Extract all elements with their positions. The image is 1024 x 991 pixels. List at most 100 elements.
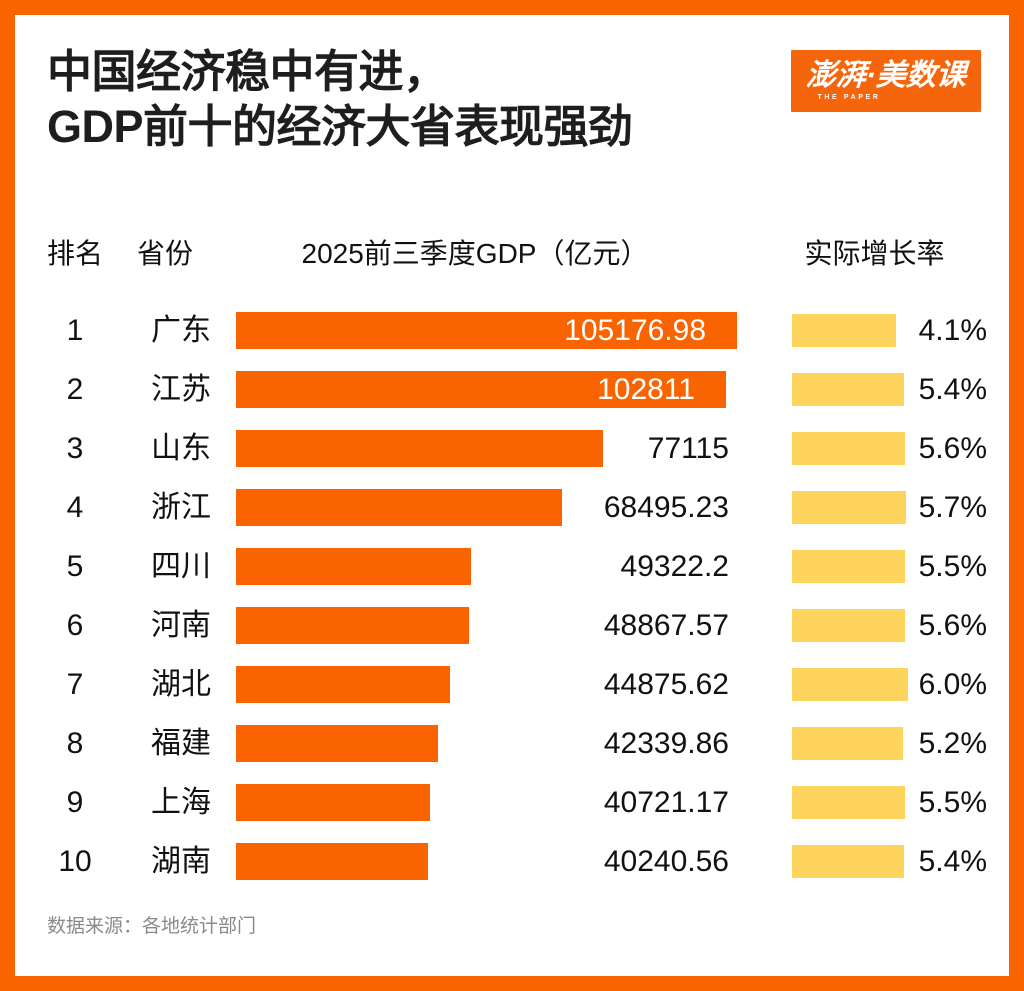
gdp-value-label: 42339.86	[603, 727, 729, 760]
column-header-growth: 实际增长率	[804, 238, 945, 269]
growth-value-label: 5.2%	[918, 727, 987, 760]
table-header-row: 排名 省份 2025前三季度GDP（亿元） 实际增长率	[15, 234, 1009, 282]
growth-value-label: 5.6%	[918, 432, 987, 465]
growth-bar-track: 5.4%	[762, 832, 987, 891]
logo-subtitle: THE PAPER	[817, 94, 881, 101]
growth-bar-track: 6.0%	[762, 655, 987, 714]
gdp-bar	[236, 430, 603, 467]
cell-rank: 9	[66, 786, 84, 819]
gdp-bar-track: 40721.17	[221, 773, 729, 832]
growth-bar-track: 5.5%	[762, 773, 987, 832]
table-row: 8 福建 42339.86 5.2%	[15, 714, 1009, 773]
table-row: 9 上海 40721.17 5.5%	[15, 773, 1009, 832]
gdp-bar-track: 40240.56	[221, 832, 729, 891]
poster-canvas: 中国经济稳中有进， GDP前十的经济大省表现强劲 澎湃·美数课 THE PAPE…	[15, 15, 1009, 976]
growth-bar-track: 5.4%	[762, 360, 987, 419]
gdp-value-label: 49322.2	[620, 550, 729, 583]
cell-rank: 10	[58, 845, 92, 878]
table-row: 5 四川 49322.2 5.5%	[15, 537, 1009, 596]
cell-rank: 3	[66, 432, 84, 465]
growth-bar	[792, 786, 905, 819]
table-row: 7 湖北 44875.62 6.0%	[15, 655, 1009, 714]
column-header-gdp: 2025前三季度GDP（亿元）	[301, 238, 649, 269]
gdp-bar	[236, 607, 469, 644]
growth-bar	[792, 727, 903, 760]
gdp-bar	[236, 784, 430, 821]
logo-wordmark: 澎湃·美数课	[805, 59, 967, 92]
table-row: 4 浙江 68495.23 5.7%	[15, 478, 1009, 537]
cell-province: 广东	[151, 314, 211, 347]
publisher-logo: 澎湃·美数课 THE PAPER	[791, 50, 981, 112]
growth-bar-track: 5.5%	[762, 537, 987, 596]
gdp-bar-track: 42339.86	[221, 714, 729, 773]
growth-bar	[792, 373, 904, 406]
gdp-bar-track: 105176.98	[221, 301, 737, 360]
cell-rank: 7	[66, 668, 84, 701]
gdp-value-label: 68495.23	[603, 491, 729, 524]
cell-province: 福建	[151, 727, 211, 760]
cell-province: 湖南	[151, 845, 211, 878]
gdp-value-label: 40240.56	[603, 845, 729, 878]
gdp-bar	[236, 843, 428, 880]
gdp-bar-track: 49322.2	[221, 537, 729, 596]
cell-province: 上海	[151, 786, 211, 819]
growth-bar-track: 5.2%	[762, 714, 987, 773]
growth-value-label: 5.4%	[918, 845, 987, 878]
table-row: 2 江苏 102811 5.4%	[15, 360, 1009, 419]
gdp-value-label: 48867.57	[603, 609, 729, 642]
cell-province: 湖北	[151, 668, 211, 701]
growth-bar-track: 5.6%	[762, 596, 987, 655]
gdp-bar-track: 48867.57	[221, 596, 729, 655]
growth-bar-track: 4.1%	[762, 301, 987, 360]
cell-rank: 8	[66, 727, 84, 760]
gdp-bar-track: 68495.23	[221, 478, 729, 537]
column-header-rank: 排名	[46, 238, 103, 269]
cell-rank: 4	[66, 491, 84, 524]
growth-bar-track: 5.6%	[762, 419, 987, 478]
growth-value-label: 6.0%	[918, 668, 987, 701]
gdp-value-label: 40721.17	[603, 786, 729, 819]
growth-bar-track: 5.7%	[762, 478, 987, 537]
gdp-bar	[236, 312, 737, 349]
source-note: 数据来源：各地统计部门	[47, 916, 257, 937]
gdp-bar	[236, 371, 726, 408]
growth-bar	[792, 668, 908, 701]
table-row: 3 山东 77115 5.6%	[15, 419, 1009, 478]
growth-value-label: 5.5%	[918, 786, 987, 819]
growth-value-label: 4.1%	[918, 314, 987, 347]
growth-bar	[792, 550, 905, 583]
growth-bar	[792, 609, 905, 642]
table-row: 1 广东 105176.98 4.1%	[15, 301, 1009, 360]
page-title: 中国经济稳中有进， GDP前十的经济大省表现强劲	[47, 46, 633, 152]
table-body: 1 广东 105176.98 4.1% 2 江苏 102811 5.4% 3 山东 77115 5.6…	[15, 301, 1009, 891]
poster-header: 中国经济稳中有进， GDP前十的经济大省表现强劲 澎湃·美数课 THE PAPE…	[15, 15, 1009, 220]
gdp-value-label: 105176.98	[564, 314, 706, 347]
gdp-value-label: 102811	[597, 373, 695, 406]
gdp-bar	[236, 666, 450, 703]
gdp-bar-track: 44875.62	[221, 655, 729, 714]
cell-province: 江苏	[151, 373, 211, 406]
cell-province: 山东	[151, 432, 211, 465]
growth-value-label: 5.5%	[918, 550, 987, 583]
cell-rank: 2	[66, 373, 84, 406]
growth-value-label: 5.7%	[918, 491, 987, 524]
cell-rank: 6	[66, 609, 84, 642]
cell-rank: 5	[66, 550, 84, 583]
growth-bar	[792, 491, 906, 524]
cell-province: 河南	[151, 609, 211, 642]
growth-bar	[792, 432, 905, 465]
growth-value-label: 5.6%	[918, 609, 987, 642]
gdp-bar	[236, 548, 471, 585]
table-row: 6 河南 48867.57 5.6%	[15, 596, 1009, 655]
gdp-bar	[236, 489, 562, 526]
cell-province: 浙江	[151, 491, 211, 524]
gdp-bar	[236, 725, 438, 762]
cell-province: 四川	[151, 550, 211, 583]
table-row: 10 湖南 40240.56 5.4%	[15, 832, 1009, 891]
gdp-bar-track: 77115	[221, 419, 729, 478]
growth-value-label: 5.4%	[918, 373, 987, 406]
gdp-bar-track: 102811	[221, 360, 729, 419]
cell-rank: 1	[66, 314, 84, 347]
growth-bar	[792, 314, 896, 347]
